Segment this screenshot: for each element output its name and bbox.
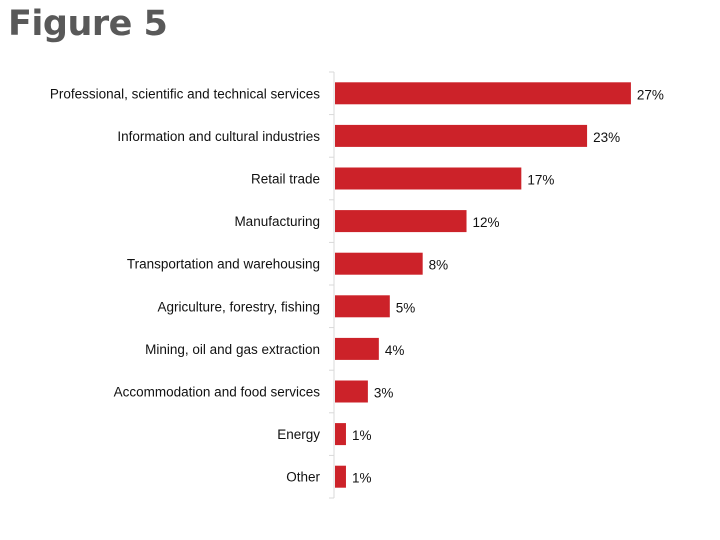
data-label: 17%	[527, 173, 554, 188]
bar	[335, 167, 522, 190]
data-label: 23%	[593, 130, 620, 145]
data-label: 8%	[429, 258, 449, 273]
data-label: 5%	[396, 300, 416, 315]
figure-title: Figure 5	[8, 4, 168, 44]
data-label: 12%	[473, 215, 500, 230]
data-label: 1%	[352, 428, 372, 443]
category-label: Transportation and warehousing	[127, 257, 320, 272]
data-label: 27%	[637, 87, 664, 102]
data-label: 3%	[374, 386, 394, 401]
category-label: Other	[286, 470, 320, 485]
bar	[335, 423, 346, 446]
category-label: Accommodation and food services	[114, 385, 321, 400]
bar	[335, 210, 467, 233]
category-label: Manufacturing	[234, 214, 320, 229]
bar	[335, 82, 631, 105]
bar	[335, 465, 346, 488]
category-label: Mining, oil and gas extraction	[145, 342, 320, 357]
bar	[335, 252, 423, 275]
bar	[335, 295, 390, 318]
data-label: 1%	[352, 471, 372, 486]
category-label: Retail trade	[251, 172, 320, 187]
data-label: 4%	[385, 343, 405, 358]
bar	[335, 124, 588, 147]
bar	[335, 337, 379, 360]
category-label: Professional, scientific and technical s…	[50, 86, 320, 101]
category-label: Agriculture, forestry, fishing	[157, 299, 320, 314]
bar	[335, 380, 368, 403]
category-label: Information and cultural industries	[117, 129, 320, 144]
category-label: Energy	[277, 427, 320, 442]
